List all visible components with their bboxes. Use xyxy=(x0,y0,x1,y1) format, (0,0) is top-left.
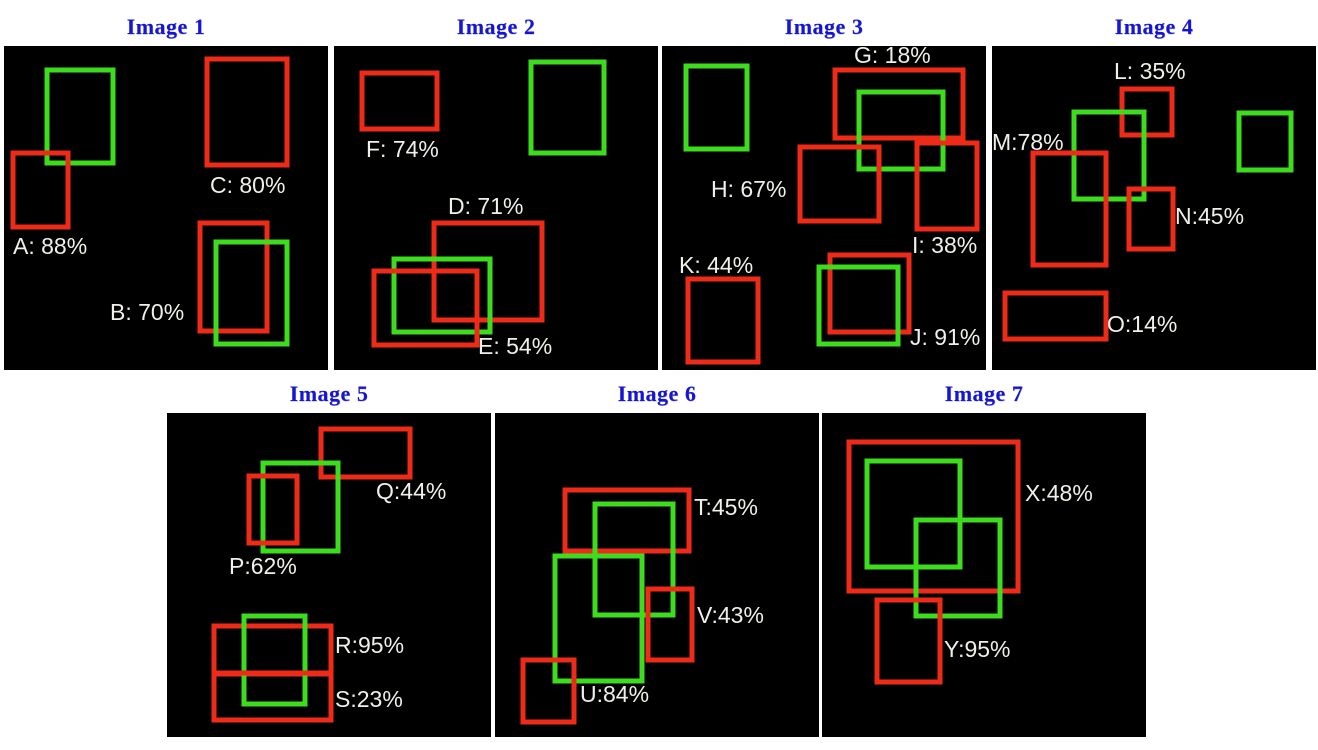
svg-text:F: 74%: F: 74% xyxy=(366,136,439,162)
svg-text:V:43%: V:43% xyxy=(697,602,764,628)
svg-text:M:78%: M:78% xyxy=(992,129,1064,155)
svg-text:E: 54%: E: 54% xyxy=(478,333,552,359)
svg-text:A: 88%: A: 88% xyxy=(13,233,87,259)
svg-text:R:95%: R:95% xyxy=(335,632,404,658)
svg-text:C: 80%: C: 80% xyxy=(210,172,285,198)
svg-text:I: 38%: I: 38% xyxy=(912,232,977,258)
svg-text:P:62%: P:62% xyxy=(229,553,297,579)
svg-text:G: 18%: G: 18% xyxy=(854,46,931,68)
svg-text:X:48%: X:48% xyxy=(1025,480,1093,506)
svg-text:L: 35%: L: 35% xyxy=(1114,58,1186,84)
svg-text:S:23%: S:23% xyxy=(335,686,403,712)
svg-text:D: 71%: D: 71% xyxy=(448,193,523,219)
svg-text:H: 67%: H: 67% xyxy=(711,176,786,202)
svg-text:K: 44%: K: 44% xyxy=(679,252,753,278)
svg-text:O:14%: O:14% xyxy=(1107,311,1177,337)
svg-text:Y:95%: Y:95% xyxy=(944,636,1011,662)
svg-text:T:45%: T:45% xyxy=(694,494,758,520)
svg-text:B: 70%: B: 70% xyxy=(110,299,184,325)
svg-text:N:45%: N:45% xyxy=(1175,203,1244,229)
svg-text:Q:44%: Q:44% xyxy=(376,478,446,504)
svg-text:J: 91%: J: 91% xyxy=(910,324,980,350)
svg-text:U:84%: U:84% xyxy=(580,681,649,707)
